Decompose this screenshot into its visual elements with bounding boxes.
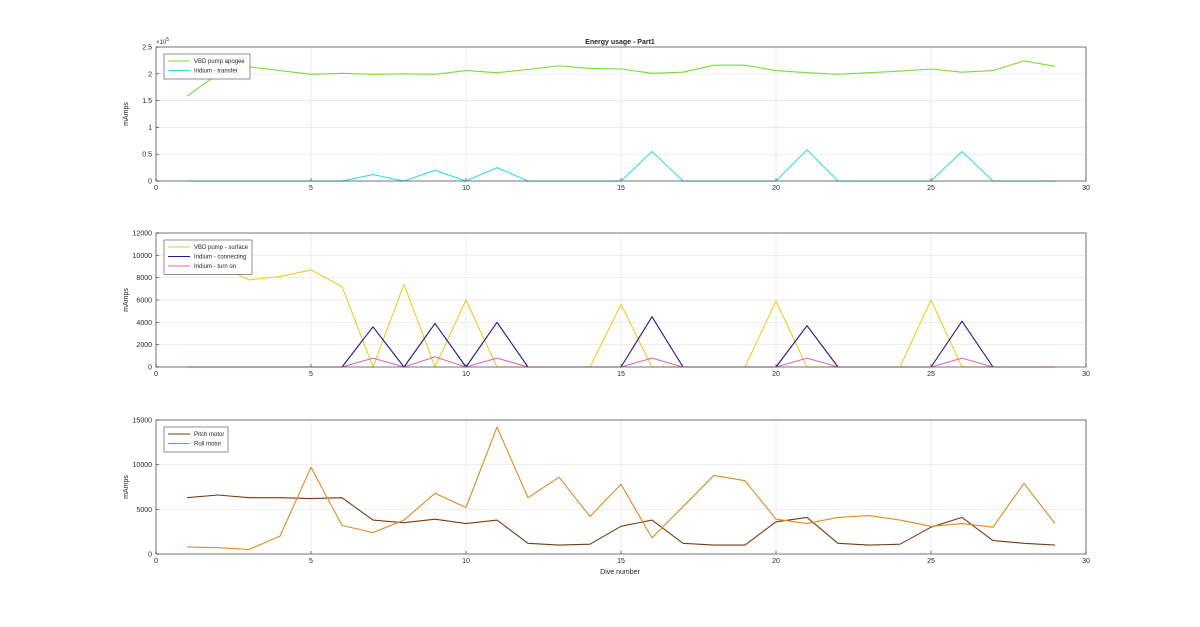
series-line-vbd-pump-surface bbox=[186, 264, 1055, 368]
x-tick-label: 25 bbox=[927, 371, 935, 378]
x-tick-label: 0 bbox=[154, 558, 158, 565]
y-tick-label: 2.5 bbox=[142, 45, 152, 52]
x-tick-label: 15 bbox=[617, 371, 625, 378]
axes-box bbox=[155, 419, 1087, 555]
legend: Pitch motor Roll motor bbox=[163, 426, 229, 453]
subplots: 0 5 10 15 20 25 30 0 0.5 1 1.5 2 2.5 ×105 mAmps VBD pum… bbox=[123, 37, 1090, 565]
legend-label: Iridium - turn on bbox=[194, 264, 236, 270]
y-tick-label: 0 bbox=[148, 552, 152, 559]
series-line-roll-motor bbox=[186, 426, 1056, 551]
y-tick-label: 8000 bbox=[136, 275, 152, 282]
subplot-1: 0 5 10 15 20 25 30 0 0.5 1 1.5 2 2.5 ×105 mAmps VBD pum… bbox=[123, 37, 1090, 192]
legend-box bbox=[163, 53, 251, 80]
x-tick-label: 10 bbox=[462, 185, 470, 192]
legend-label: Pitch motor bbox=[194, 432, 224, 438]
y-tick-label: 6000 bbox=[136, 298, 152, 305]
chart-title: Energy usage - Part1 bbox=[585, 39, 655, 46]
x-tick-label: 15 bbox=[617, 185, 625, 192]
legend: VBD pump - surface Iridium - connecting Ir… bbox=[163, 239, 253, 275]
x-tick-label: 20 bbox=[772, 371, 780, 378]
y-tick-label: 1.5 bbox=[142, 98, 152, 105]
y-tick-label: 10000 bbox=[133, 462, 153, 469]
y-tick-label: 10000 bbox=[133, 253, 153, 260]
x-tick-label: 25 bbox=[927, 185, 935, 192]
y-tick-label: 0 bbox=[148, 365, 152, 372]
y-axis-label: mAmps bbox=[123, 288, 130, 312]
x-tick-label: 30 bbox=[1082, 558, 1090, 565]
x-axis-label: Dive number bbox=[600, 569, 640, 576]
y-axis-label: mAmps bbox=[123, 475, 130, 499]
legend-box bbox=[163, 426, 229, 453]
y-tick-label: 2 bbox=[148, 71, 152, 78]
y-tick-label: 5000 bbox=[136, 507, 152, 514]
x-tick-label: 0 bbox=[154, 371, 158, 378]
x-tick-label: 15 bbox=[617, 558, 625, 565]
subplot-3: 0 5 10 15 20 25 30 0 5000 10000 15000 mAmps Pitch mo… bbox=[123, 418, 1090, 566]
legend-label: Roll motor bbox=[194, 442, 221, 448]
y-tick-label: 0 bbox=[148, 179, 152, 186]
y-tick-label: 0.5 bbox=[142, 152, 152, 159]
legend-box bbox=[163, 239, 253, 275]
y-tick-label: 2000 bbox=[136, 342, 152, 349]
x-tick-label: 25 bbox=[927, 558, 935, 565]
axes-box bbox=[155, 232, 1087, 368]
legend-label: VBD pump - surface bbox=[194, 245, 249, 251]
x-tick-label: 30 bbox=[1082, 185, 1090, 192]
y-axis-label: mAmps bbox=[123, 102, 130, 126]
legend: VBD pump apogee Iridium - transfer bbox=[163, 53, 251, 80]
legend-label: Iridium - connecting bbox=[194, 255, 246, 261]
y-tick-label: 1 bbox=[148, 125, 152, 132]
axes-box bbox=[155, 46, 1087, 182]
x-tick-label: 5 bbox=[309, 185, 313, 192]
legend-label: VBD pump apogee bbox=[194, 59, 245, 65]
y-tick-label: 12000 bbox=[133, 231, 153, 238]
x-tick-label: 10 bbox=[462, 558, 470, 565]
y-exponent-label: ×105 bbox=[156, 37, 169, 46]
y-tick-label: 4000 bbox=[136, 320, 152, 327]
series-line-pitch-motor bbox=[186, 494, 1056, 546]
x-tick-label: 20 bbox=[772, 558, 780, 565]
x-tick-label: 10 bbox=[462, 371, 470, 378]
x-tick-label: 0 bbox=[154, 185, 158, 192]
x-tick-label: 30 bbox=[1082, 371, 1090, 378]
subplot-2: 0 5 10 15 20 25 30 0 2000 4000 6000 8000 10000 12000 m… bbox=[123, 231, 1090, 379]
x-tick-label: 5 bbox=[309, 558, 313, 565]
x-tick-label: 5 bbox=[309, 371, 313, 378]
legend-label: Iridium - transfer bbox=[194, 69, 238, 75]
x-tick-label: 20 bbox=[772, 185, 780, 192]
y-tick-label: 15000 bbox=[133, 418, 153, 425]
series-line-vbd-pump-apogee bbox=[186, 60, 1056, 97]
